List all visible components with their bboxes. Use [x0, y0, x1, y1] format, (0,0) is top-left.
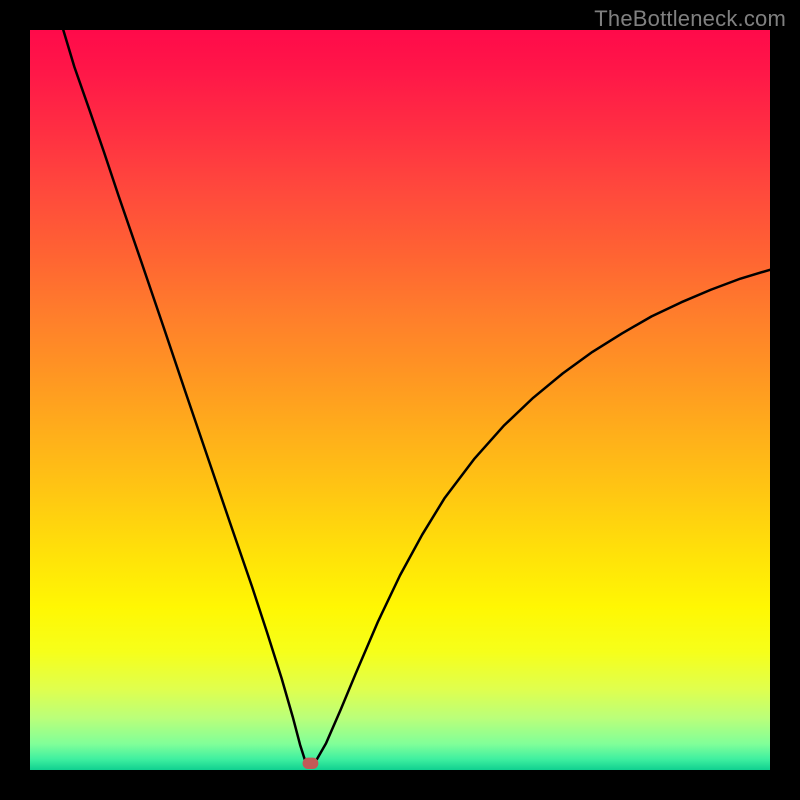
watermark-text: TheBottleneck.com	[594, 6, 786, 32]
optimal-point-marker	[303, 758, 318, 768]
chart-background	[30, 30, 770, 770]
chart-outer-frame: TheBottleneck.com	[0, 0, 800, 800]
bottleneck-chart	[30, 30, 770, 770]
